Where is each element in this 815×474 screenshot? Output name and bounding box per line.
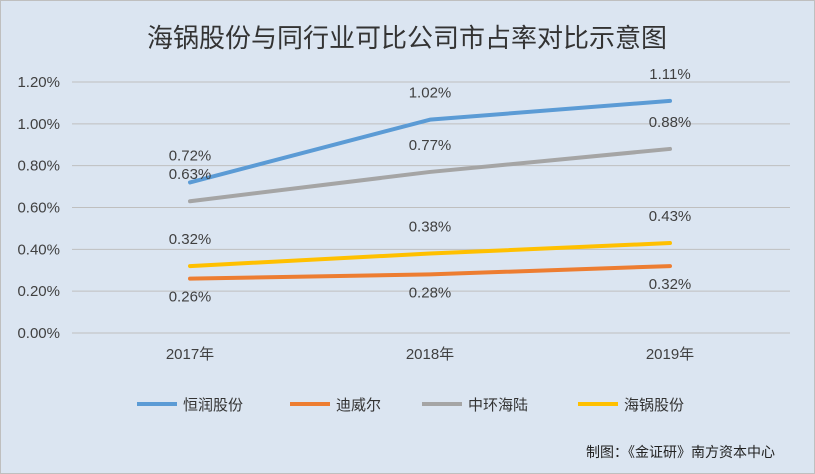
y-tick-label: 1.00% xyxy=(17,116,60,133)
chart-title: 海锅股份与同行业可比公司市占率对比示意图 xyxy=(147,24,667,54)
legend-label: 恒润股份 xyxy=(183,396,243,414)
series-line xyxy=(188,146,672,204)
x-tick-label: 2017年 xyxy=(166,346,214,363)
data-label: 0.32% xyxy=(169,231,212,248)
data-label: 0.63% xyxy=(169,166,212,183)
y-axis-ticks: 0.00% 0.20% 0.40% 0.60% 0.80% 1.00% 1.20% xyxy=(17,74,60,342)
data-label: 0.28% xyxy=(409,284,452,301)
series-line xyxy=(188,98,672,185)
data-label: 0.72% xyxy=(169,147,212,164)
x-axis-ticks: 2017年 2018年 2019年 xyxy=(166,346,694,363)
series-line xyxy=(188,264,672,281)
data-label: 0.77% xyxy=(409,137,452,154)
legend-label: 海锅股份 xyxy=(624,396,684,414)
x-tick-label: 2018年 xyxy=(406,346,454,363)
data-label: 1.11% xyxy=(649,66,690,83)
legend: 恒润股份 迪威尔 中环海陆 海锅股份 xyxy=(137,396,684,414)
data-labels: 0.72% 1.02% 1.11% 0.26% 0.28% 0.32% 0.63% 0.77%… xyxy=(169,66,692,306)
gridlines xyxy=(72,81,790,334)
series-line xyxy=(188,241,672,269)
series-lines xyxy=(188,98,672,281)
data-label: 0.32% xyxy=(649,276,692,293)
data-label: 0.88% xyxy=(649,114,692,131)
y-tick-label: 0.00% xyxy=(17,325,60,342)
legend-label: 迪威尔 xyxy=(336,396,381,414)
y-tick-label: 0.80% xyxy=(17,158,60,175)
x-tick-label: 2019年 xyxy=(646,346,694,363)
y-tick-label: 0.20% xyxy=(17,283,60,300)
y-tick-label: 0.40% xyxy=(17,241,60,258)
legend-label: 中环海陆 xyxy=(468,396,528,414)
data-label: 0.38% xyxy=(409,219,452,236)
data-label: 0.26% xyxy=(169,289,212,306)
y-tick-label: 0.60% xyxy=(17,200,60,217)
y-tick-label: 1.20% xyxy=(17,74,60,91)
chart-credit: 制图：《金证研》南方资本中心 xyxy=(586,445,775,461)
data-label: 1.02% xyxy=(409,85,452,102)
data-label: 0.43% xyxy=(649,208,692,225)
